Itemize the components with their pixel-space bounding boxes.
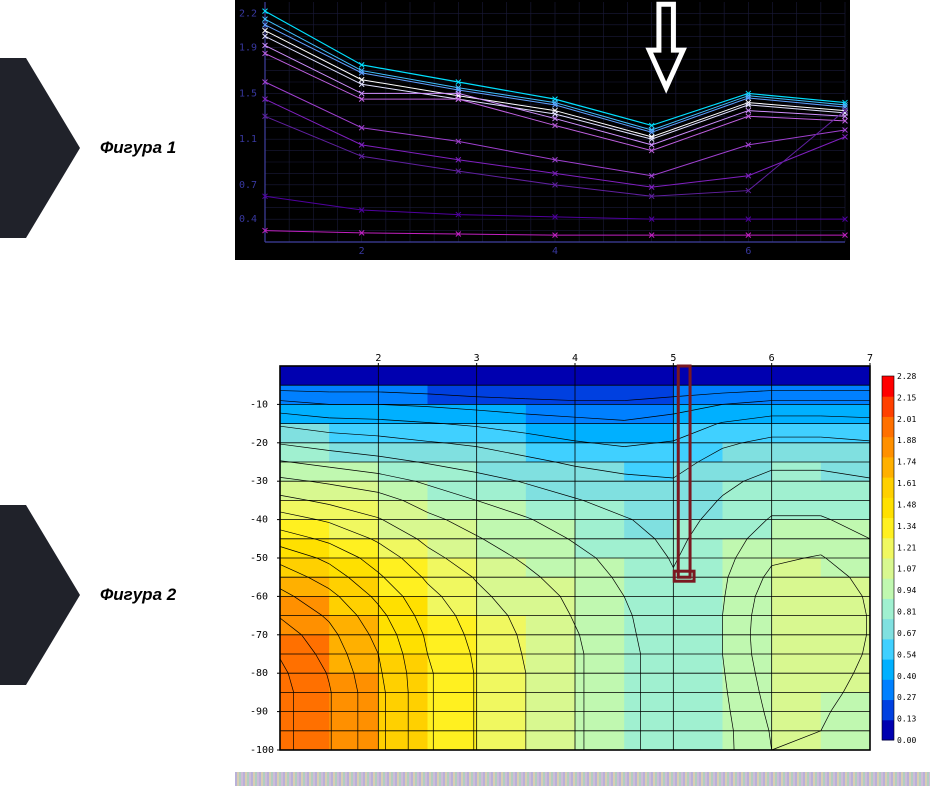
svg-text:0.13: 0.13 — [897, 715, 916, 724]
svg-text:1.21: 1.21 — [897, 543, 916, 552]
svg-text:1.5: 1.5 — [239, 88, 257, 99]
figure-1-label: Фигура 1 — [100, 138, 176, 158]
svg-text:-80: -80 — [250, 668, 268, 679]
svg-text:2.2: 2.2 — [239, 8, 257, 19]
figure-2-chart: 2 3 4 5 6 7 -10 -20 -30 -40 -50 -60 -70 -80 -90 -100 0.0… — [235, 348, 930, 758]
svg-text:-20: -20 — [250, 438, 268, 449]
svg-text:1.1: 1.1 — [239, 134, 257, 145]
svg-text:1.61: 1.61 — [897, 479, 916, 488]
svg-text:-50: -50 — [250, 553, 268, 564]
svg-text:0.81: 0.81 — [897, 608, 916, 617]
svg-text:2.28: 2.28 — [897, 372, 916, 381]
svg-text:0.00: 0.00 — [897, 736, 916, 745]
svg-text:1.74: 1.74 — [897, 458, 916, 467]
svg-text:0.4: 0.4 — [239, 214, 257, 225]
svg-text:-60: -60 — [250, 591, 268, 602]
svg-text:2.15: 2.15 — [897, 393, 916, 402]
svg-text:1.88: 1.88 — [897, 436, 916, 445]
svg-text:-70: -70 — [250, 630, 268, 641]
svg-text:4: 4 — [572, 353, 578, 364]
pointer-shape-1 — [0, 58, 80, 238]
svg-text:2: 2 — [375, 353, 381, 364]
svg-text:1.9: 1.9 — [239, 43, 257, 54]
svg-text:0.27: 0.27 — [897, 693, 916, 702]
svg-text:2: 2 — [359, 246, 365, 257]
svg-text:4: 4 — [552, 246, 558, 257]
svg-text:6: 6 — [745, 246, 751, 257]
svg-text:1.48: 1.48 — [897, 500, 916, 509]
svg-text:3: 3 — [474, 353, 480, 364]
svg-text:1.34: 1.34 — [897, 522, 916, 531]
figure-1-chart: 0.4 0.7 1.1 1.5 1.9 2.2 2 4 6 — [235, 0, 850, 260]
figure-1-svg: 0.4 0.7 1.1 1.5 1.9 2.2 2 4 6 — [235, 0, 850, 260]
svg-text:-10: -10 — [250, 399, 268, 410]
svg-text:1.07: 1.07 — [897, 565, 916, 574]
svg-text:-30: -30 — [250, 476, 268, 487]
figure-2-label: Фигура 2 — [100, 585, 176, 605]
svg-text:-40: -40 — [250, 515, 268, 526]
svg-text:0.94: 0.94 — [897, 586, 916, 595]
svg-text:-100: -100 — [250, 745, 274, 756]
svg-text:2.01: 2.01 — [897, 415, 916, 424]
figure-2-svg: 2 3 4 5 6 7 -10 -20 -30 -40 -50 -60 -70 -80 -90 -100 0.0… — [235, 348, 930, 758]
noise-strip — [235, 772, 930, 786]
pointer-shape-2 — [0, 505, 80, 685]
svg-text:-90: -90 — [250, 707, 268, 718]
svg-text:0.54: 0.54 — [897, 650, 916, 659]
svg-text:0.7: 0.7 — [239, 180, 257, 191]
svg-text:6: 6 — [769, 353, 775, 364]
svg-text:0.67: 0.67 — [897, 629, 916, 638]
svg-text:5: 5 — [670, 353, 676, 364]
svg-text:0.40: 0.40 — [897, 672, 916, 681]
svg-text:7: 7 — [867, 353, 873, 364]
